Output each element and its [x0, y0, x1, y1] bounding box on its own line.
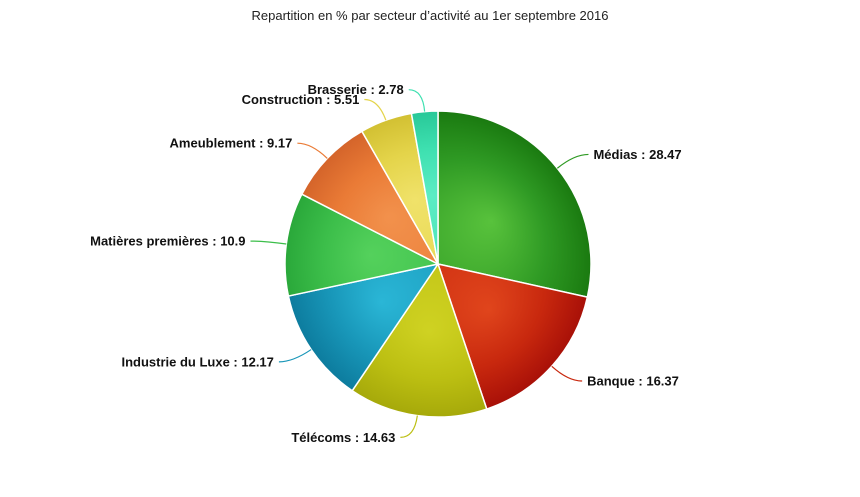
- data-label-ameublement: Ameublement : 9.17: [170, 136, 293, 151]
- connector-construction: [364, 98, 387, 121]
- data-label-brasserie: Brasserie : 2.78: [308, 82, 404, 97]
- connector-telecoms: [400, 415, 418, 438]
- data-label-matieres-premieres: Matières premières : 10.9: [90, 234, 245, 249]
- connector-medias: [556, 153, 589, 169]
- connector-industrie-du-luxe: [278, 349, 312, 363]
- connector-brasserie: [408, 89, 426, 112]
- pie-slice-matieres-premieres[interactable]: [284, 193, 439, 297]
- pie-slice-medias[interactable]: [437, 110, 592, 298]
- chart-title: Repartition en % par secteur d’activité …: [251, 8, 609, 23]
- connector-ameublement: [297, 142, 328, 159]
- pie-slice-brasserie[interactable]: [410, 110, 439, 265]
- connector-matieres-premieres: [250, 240, 287, 245]
- connectors-layer: [250, 89, 589, 438]
- connector-banque: [551, 365, 583, 382]
- data-label-construction: Construction : 5.51: [242, 92, 360, 107]
- labels-layer: Médias : 28.47 Banque : 16.37 Télécoms : 1…: [90, 82, 681, 445]
- pie-slice-ameublement[interactable]: [301, 130, 439, 265]
- data-label-medias: Médias : 28.47: [593, 147, 681, 162]
- data-label-banque: Banque : 16.37: [587, 374, 679, 389]
- data-label-telecoms: Télécoms : 14.63: [291, 430, 395, 445]
- slices-layer: [284, 110, 592, 418]
- data-label-industrie-du-luxe: Industrie du Luxe : 12.17: [121, 354, 273, 369]
